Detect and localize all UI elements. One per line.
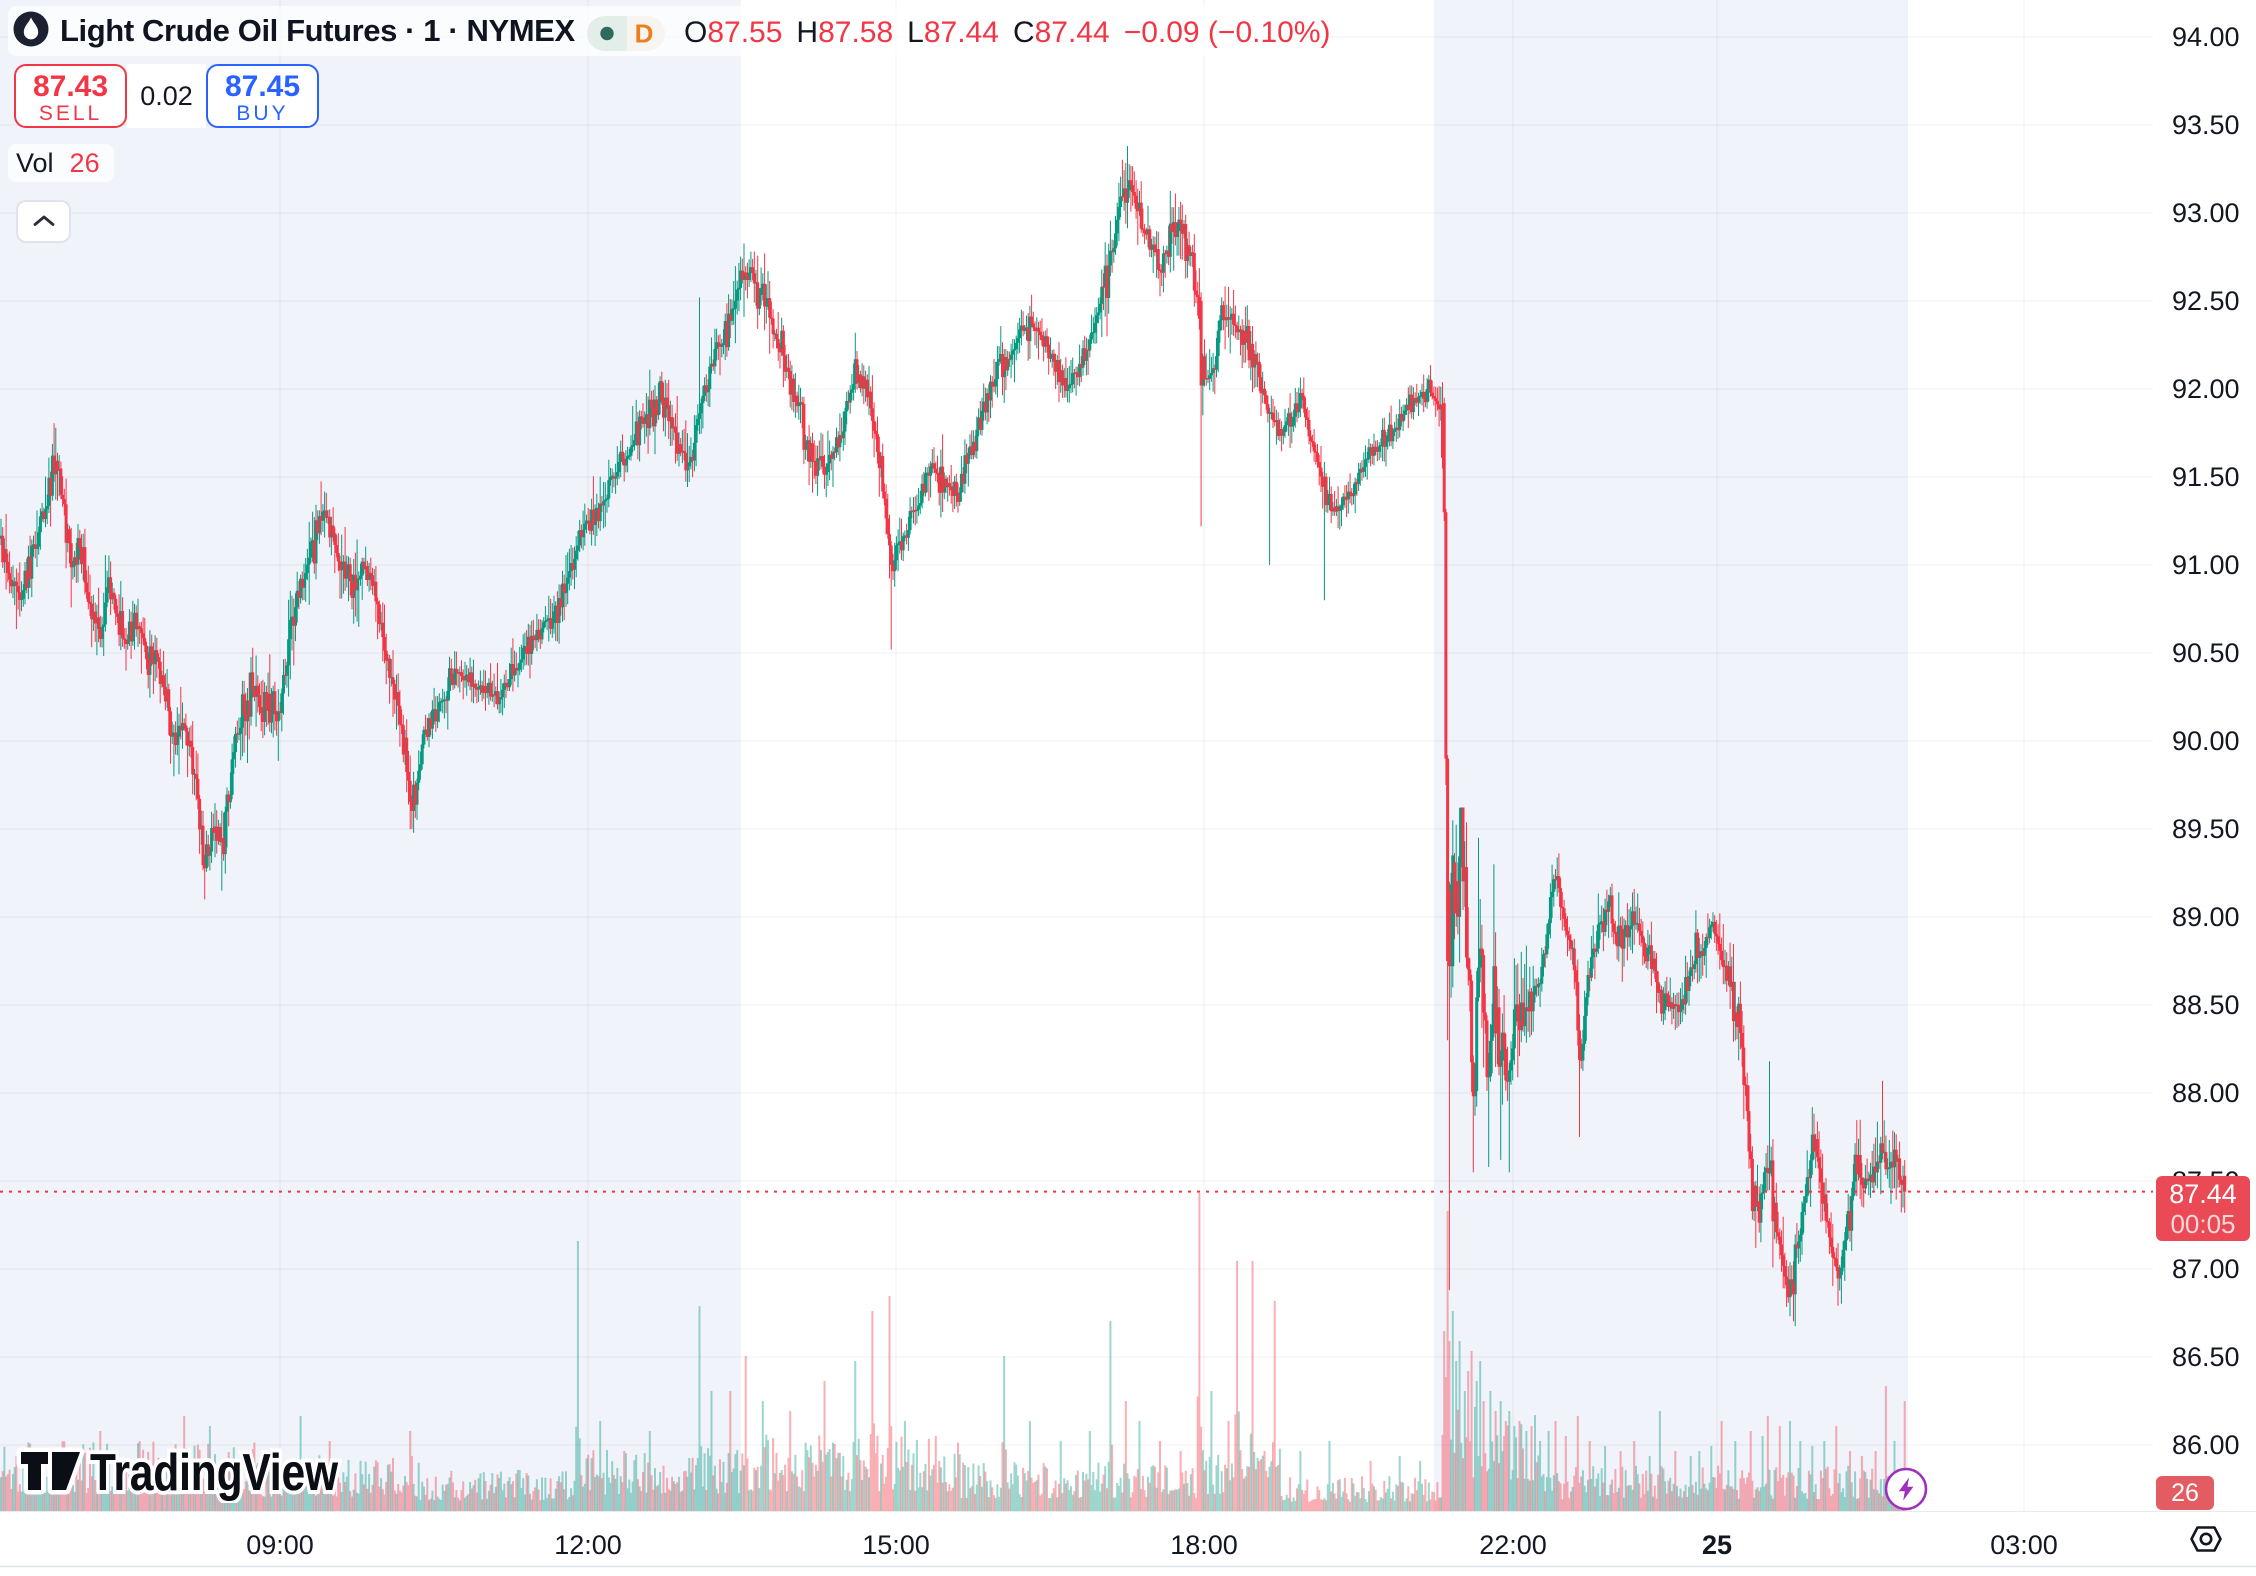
svg-text:TradingView: TradingView bbox=[90, 1444, 338, 1502]
svg-text:D: D bbox=[635, 19, 654, 49]
svg-text:TradingView: TradingView bbox=[90, 1444, 338, 1502]
